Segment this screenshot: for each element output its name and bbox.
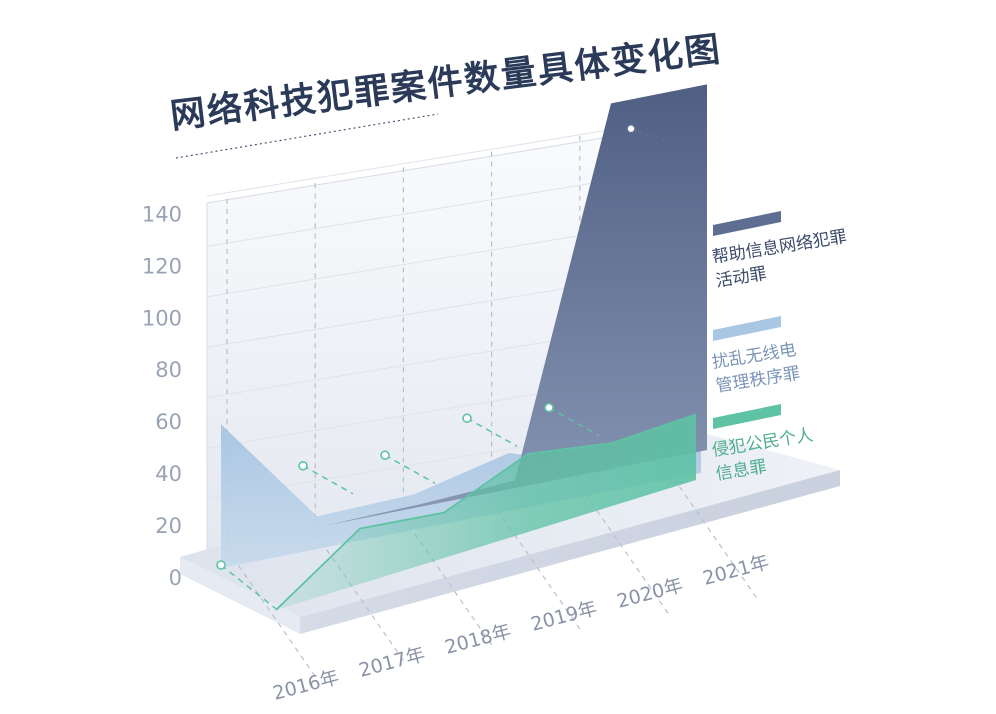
x-tick-label: 2017年 [357, 643, 428, 682]
marker-connector [466, 417, 518, 447]
marker-drop-line [220, 564, 281, 613]
marker-point [462, 413, 472, 424]
x-tick-label: 2016年 [271, 666, 342, 705]
marker-point [544, 402, 554, 413]
series-layer [216, 84, 707, 613]
series-area-1 [227, 84, 707, 546]
series-line-3 [275, 413, 697, 611]
marker-connector [302, 465, 354, 495]
depth-guide [226, 548, 318, 680]
marker-point [626, 123, 636, 134]
legend-swatch-1 [713, 211, 781, 236]
legend-swatch-2 [713, 316, 781, 341]
y-tick-label: 140 [142, 202, 182, 226]
x-tick-label: 2021年 [701, 551, 772, 590]
y-axis-ticks: 0 20 40 60 80 100 120 140 [142, 202, 182, 590]
y-tick-label: 120 [142, 254, 182, 278]
marker-point [298, 460, 308, 471]
series-area-3 [276, 414, 696, 610]
y-tick-label: 80 [155, 358, 182, 382]
depth-guide [491, 501, 583, 632]
legend-label-line: 帮助信息网络犯罪 [711, 227, 848, 268]
y-tick-label: 0 [169, 566, 182, 590]
marker-point [216, 560, 226, 570]
base-slab-front [300, 470, 840, 634]
marker-connector [548, 406, 600, 437]
y-tick-label: 100 [142, 306, 182, 330]
legend-label-line: 活动罪 [714, 264, 768, 292]
title-underline [175, 113, 439, 159]
x-tick-label: 2019年 [529, 597, 600, 636]
y-tick-label: 60 [155, 410, 182, 434]
y-tick-label: 20 [155, 514, 182, 538]
marker-connector [630, 128, 668, 142]
base-slab-left [180, 557, 300, 634]
marker-point [380, 450, 390, 460]
depth-guide [667, 469, 759, 601]
legend-swatch-3 [713, 404, 781, 429]
x-tick-label: 2020年 [615, 574, 686, 613]
depth-guide [402, 517, 494, 648]
y-tick-label: 40 [155, 462, 182, 486]
depth-guide [314, 532, 406, 664]
marker-connector [384, 454, 436, 484]
depth-guide [579, 485, 671, 617]
